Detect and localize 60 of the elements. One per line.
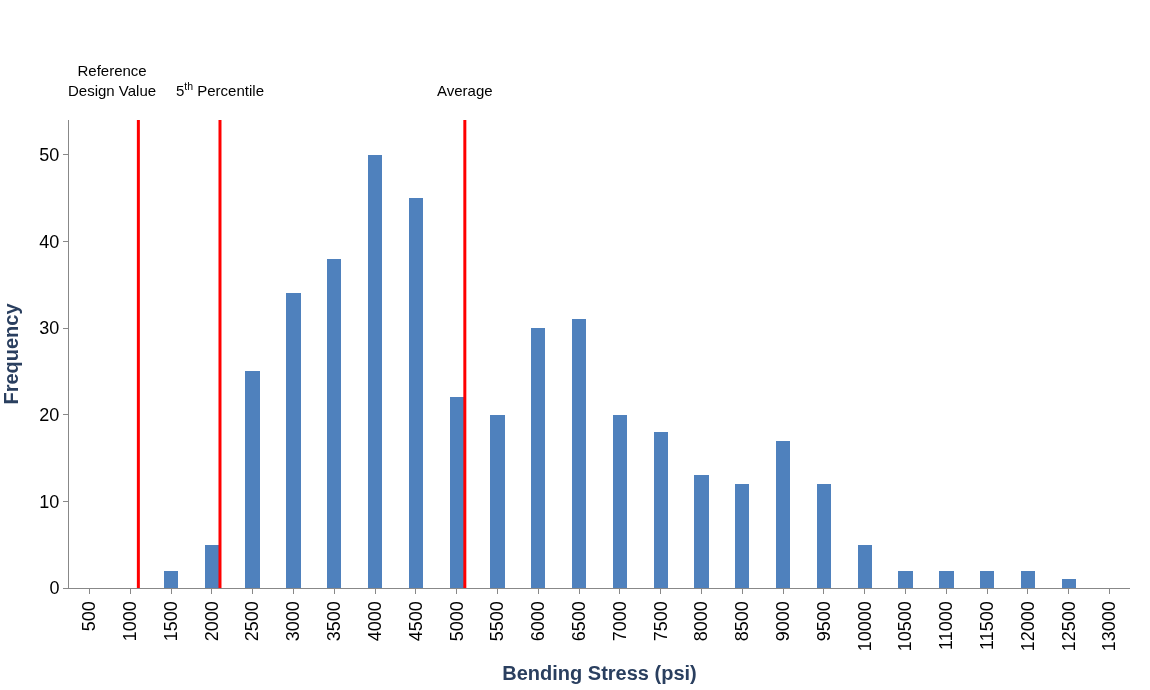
- x-tick-label: 1500: [160, 601, 181, 642]
- y-axis-title: Frequency: [0, 302, 22, 405]
- x-tick-label: 12000: [1017, 601, 1038, 652]
- bar: [286, 293, 301, 588]
- x-tick-label: 11000: [936, 601, 957, 650]
- bar: [572, 319, 586, 588]
- x-tick-label: 2000: [201, 601, 222, 642]
- bar: [735, 484, 749, 588]
- bar: [164, 571, 178, 588]
- y-tick-label: 30: [39, 318, 60, 339]
- x-tick-label: 4500: [405, 601, 426, 642]
- y-tick-label: 0: [49, 578, 60, 599]
- bar: [694, 475, 709, 588]
- bar: [450, 397, 464, 588]
- bar: [898, 571, 913, 588]
- bar: [654, 432, 668, 588]
- bar: [245, 371, 260, 588]
- bar: [327, 259, 341, 588]
- x-tick-label: 6500: [568, 601, 589, 642]
- bar: [980, 571, 994, 588]
- x-tick-label: 9000: [772, 601, 793, 642]
- y-tick-label: 40: [39, 231, 60, 252]
- x-tick-label: 1000: [120, 601, 141, 642]
- x-tick-label: 8000: [691, 601, 712, 642]
- bar: [409, 198, 423, 588]
- bar: [817, 484, 831, 588]
- bar: [939, 571, 954, 588]
- x-tick-label: 13000: [1099, 601, 1120, 652]
- x-tick-label: 2500: [242, 601, 263, 642]
- ref-line-label: 5$^{th}$ Percentile: [176, 80, 264, 100]
- x-tick-label: 5500: [487, 601, 508, 642]
- x-tick-label: 3000: [283, 601, 304, 642]
- y-tick-label: 20: [39, 404, 60, 425]
- y-tick-label: 10: [39, 491, 60, 512]
- bar: [205, 545, 219, 588]
- ref-line-label: Average: [437, 82, 493, 99]
- x-tick-label: 11500: [977, 601, 998, 650]
- bar: [531, 328, 545, 588]
- x-tick-label: 6000: [528, 601, 549, 642]
- x-tick-label: 10500: [895, 601, 916, 652]
- x-tick-label: 12500: [1058, 601, 1079, 652]
- bar: [1021, 571, 1035, 588]
- x-tick-label: 500: [79, 601, 100, 632]
- bar: [1062, 579, 1076, 588]
- bar: [613, 415, 627, 588]
- x-tick-label: 9500: [813, 601, 834, 642]
- bar: [858, 545, 872, 588]
- ref-line-label: Reference Design Value: [68, 62, 157, 99]
- x-tick-label: 5000: [446, 601, 467, 642]
- x-tick-label: 7500: [650, 601, 671, 642]
- x-tick-label: 10000: [854, 601, 875, 652]
- x-axis-title: Bending Stress (psi): [502, 661, 697, 684]
- bar: [776, 441, 790, 588]
- x-tick-label: 7000: [609, 601, 630, 642]
- bar: [490, 415, 505, 588]
- x-tick-label: 4000: [364, 601, 385, 642]
- x-tick-label: 3500: [324, 601, 345, 642]
- bar: [368, 155, 382, 588]
- x-tick-label: 8500: [732, 601, 753, 642]
- y-tick-label: 50: [39, 144, 60, 165]
